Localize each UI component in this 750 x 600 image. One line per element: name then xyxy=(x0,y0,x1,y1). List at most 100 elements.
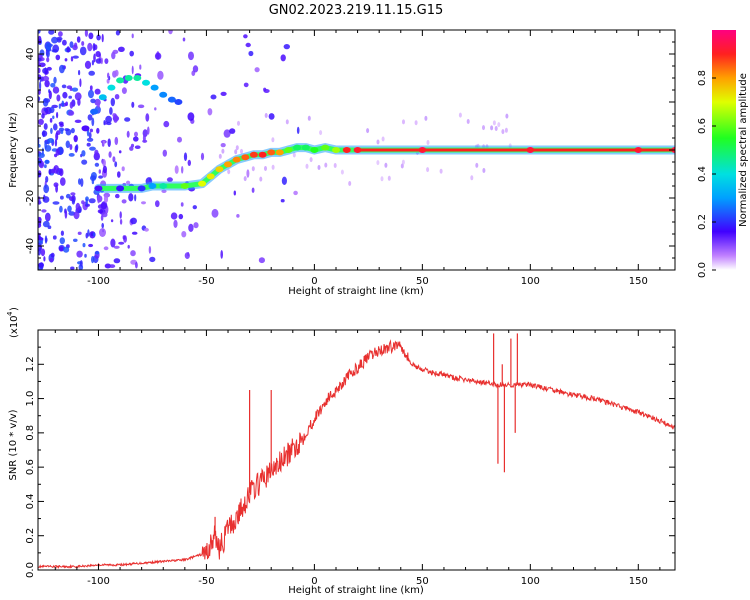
spectrum-speck xyxy=(67,205,72,213)
spectrum-speck xyxy=(44,140,47,150)
spectrum-speck xyxy=(307,115,311,121)
spectrum-speck xyxy=(38,172,41,178)
ridge-point xyxy=(142,79,150,86)
spectrum-speck xyxy=(220,143,226,148)
x-tick-label: 100 xyxy=(521,276,540,287)
spectrum-speck xyxy=(74,42,78,48)
spectrum-speck xyxy=(56,111,59,119)
spectrum-speck xyxy=(317,165,321,170)
spectrum-speck xyxy=(38,67,41,74)
spectrum-speck xyxy=(50,168,56,174)
spectrum-speck xyxy=(107,138,111,147)
spectrum-speck xyxy=(48,30,55,35)
spectrum-speck xyxy=(305,163,309,169)
spectrum-speck xyxy=(187,159,191,166)
spectrum-speck xyxy=(52,86,60,94)
spectrum-speck xyxy=(426,167,430,173)
snr-y-axis: 0.0 0.2 0.4 0.6 0.8 1.0 1.2 xyxy=(25,346,675,578)
spectrum-speck xyxy=(248,50,254,57)
spectrum-speck xyxy=(39,76,43,83)
ridge-point xyxy=(215,166,224,173)
spectrum-speck xyxy=(71,87,79,92)
spectrum-speck xyxy=(162,149,167,157)
spectrum-speck xyxy=(44,70,49,75)
colorbar-tick-label: 0.8 xyxy=(697,70,708,86)
spectrum-speck xyxy=(73,238,78,242)
spectrum-speck xyxy=(121,87,127,94)
ridge-point xyxy=(98,94,107,101)
colorbar-tick-label: 0.2 xyxy=(697,214,708,230)
svg-text:): ) xyxy=(9,307,20,311)
spectrum-speck xyxy=(281,176,287,185)
spectrum-speck xyxy=(166,177,173,182)
spectrum-speck xyxy=(85,232,89,239)
spectrum-speck xyxy=(376,139,380,145)
spectrum-speck xyxy=(221,148,225,154)
spectrum-speck xyxy=(42,220,50,228)
spectrum-speck xyxy=(75,202,81,212)
spectrum-speck xyxy=(401,159,405,165)
ridge-point xyxy=(167,96,176,103)
spectrum-speck xyxy=(135,261,138,269)
spectrum-speck xyxy=(95,58,103,64)
ridge-point xyxy=(206,173,215,180)
spectrum-speck xyxy=(41,209,47,213)
spectrum-speck xyxy=(45,176,49,183)
spectrum-speck xyxy=(59,168,64,177)
spectrum-speck xyxy=(188,51,194,61)
spectrum-speck xyxy=(254,67,260,73)
spectrum-speck xyxy=(210,94,217,100)
spectrum-speck xyxy=(117,171,121,178)
spectrum-speck xyxy=(38,118,44,125)
spectrum-speck xyxy=(137,104,145,109)
spectrum-speck xyxy=(309,157,313,163)
spectrum-speck xyxy=(77,231,82,235)
spectrum-speck xyxy=(43,98,51,103)
y-tick-label: -40 xyxy=(25,238,36,254)
spectrum-speck xyxy=(245,42,251,48)
spectrum-speck xyxy=(211,208,219,218)
spectrum-speck xyxy=(54,139,58,147)
spectrum-speck xyxy=(109,107,113,115)
ridge-point xyxy=(275,149,284,156)
spectrum-speck xyxy=(90,232,94,237)
spectrum-speck xyxy=(114,136,119,146)
ridge-point xyxy=(124,75,133,81)
spectrum-speck xyxy=(243,82,249,88)
spectrum-speck xyxy=(466,119,470,124)
y-tick-label: 0.4 xyxy=(25,493,36,509)
svg-text:(x10: (x10 xyxy=(9,315,20,338)
spectrum-speck xyxy=(61,100,65,107)
spectrum-speck xyxy=(50,127,53,134)
spectrum-speck xyxy=(271,164,275,170)
y-tick-label: 1.0 xyxy=(25,391,36,407)
y-tick-label: 40 xyxy=(25,48,36,61)
spectrum-speck xyxy=(84,253,87,258)
spectrum-speck xyxy=(102,140,105,144)
spectrum-speck xyxy=(85,198,88,206)
spectrum-speck xyxy=(229,128,236,134)
spectrum-speck xyxy=(74,119,82,124)
colorbar-gradient xyxy=(712,30,736,270)
spectrum-speck xyxy=(94,149,99,156)
spectrum-speck xyxy=(268,113,275,120)
spectrum-speck xyxy=(91,117,95,127)
ridge-point xyxy=(258,151,267,158)
x-tick-label: -50 xyxy=(198,576,214,587)
ridge-point xyxy=(267,149,276,156)
spectrum-speck xyxy=(49,257,54,263)
spectrum-speck xyxy=(73,211,80,220)
spectrum-speck xyxy=(181,166,184,174)
x-tick-label: 150 xyxy=(629,276,648,287)
spectrogram-ridges xyxy=(81,75,675,193)
spectrum-speck xyxy=(110,219,114,223)
spectrum-speck xyxy=(58,31,63,37)
ridge-point xyxy=(293,144,302,151)
spectrum-speck xyxy=(60,230,64,236)
spectrum-speck xyxy=(482,125,485,131)
spectrum-speck xyxy=(78,70,81,76)
spectrum-speck xyxy=(69,144,73,150)
spectrum-speck xyxy=(48,90,52,100)
spectrum-speck xyxy=(414,120,418,126)
spectrum-speck xyxy=(235,145,239,151)
